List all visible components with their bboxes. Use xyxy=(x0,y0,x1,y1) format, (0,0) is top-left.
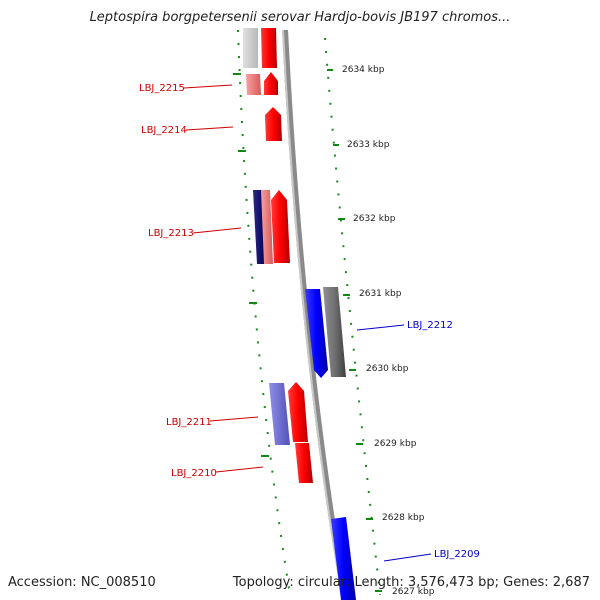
gene-feature-lbj2212-blue[interactable] xyxy=(305,289,328,378)
connector-lbj2215 xyxy=(183,84,233,89)
connector-lbj2211 xyxy=(209,416,259,422)
connector-lbj2214 xyxy=(185,126,234,131)
gene-feature-lbj2212-gray[interactable] xyxy=(323,287,346,377)
gene-label-lbj2213[interactable]: LBJ_2213 xyxy=(148,228,194,239)
gene-label-lbj2214[interactable]: LBJ_2214 xyxy=(141,125,187,136)
gene-feature-lbj2211-lavender[interactable] xyxy=(269,383,290,445)
gene-label-lbj2210[interactable]: LBJ_2210 xyxy=(171,468,217,479)
tick-mark xyxy=(233,73,241,75)
tick-mark xyxy=(261,455,269,457)
tick-labels: 2634 kbp 2633 kbp 2632 kbp 2631 kbp 2630… xyxy=(342,65,435,597)
gene-label-lbj2209[interactable]: LBJ_2209 xyxy=(434,549,480,560)
gene-feature-lbj2214[interactable] xyxy=(265,107,282,141)
tick-label: 2629 kbp xyxy=(374,439,417,449)
tick-marks xyxy=(233,69,382,592)
tick-label: 2633 kbp xyxy=(347,140,390,150)
accession-text: Accession: NC_008510 xyxy=(8,575,156,590)
tick-label: 2631 kbp xyxy=(359,289,402,299)
tick-mark xyxy=(238,150,246,152)
gene-feature-top-red[interactable] xyxy=(261,28,277,68)
tick-label: 2627 kbp xyxy=(392,587,435,597)
gene-feature-lbj2211-red[interactable] xyxy=(288,382,308,442)
connector-lbj2209 xyxy=(383,553,432,562)
inner-dotted-ring xyxy=(237,29,291,596)
backbone-highlight xyxy=(282,29,344,600)
tick-mark xyxy=(356,443,363,445)
genome-stats-text: Topology: circular; Length: 3,576,473 bp… xyxy=(232,575,590,590)
gene-feature-lbj2215-a[interactable] xyxy=(246,74,261,95)
tick-label: 2632 kbp xyxy=(353,214,396,224)
gene-feature-lbj2209[interactable] xyxy=(331,517,356,600)
gene-feature-lbj2215-b[interactable] xyxy=(264,72,278,95)
connector-lbj2213 xyxy=(192,227,242,234)
tick-mark xyxy=(375,590,382,592)
gene-labels: LBJ_2215 LBJ_2214 LBJ_2213 LBJ_2212 LBJ_… xyxy=(139,83,480,560)
tick-mark xyxy=(343,294,350,296)
gene-feature-top-gray[interactable] xyxy=(243,28,258,68)
tick-mark xyxy=(338,218,345,220)
gene-features xyxy=(243,28,356,600)
tick-mark xyxy=(366,518,373,520)
gene-feature-lbj2210[interactable] xyxy=(295,443,313,483)
tick-mark xyxy=(249,302,257,304)
tick-label: 2634 kbp xyxy=(342,65,385,75)
tick-mark xyxy=(327,69,333,71)
connector-lbj2212 xyxy=(356,324,405,331)
tick-label: 2628 kbp xyxy=(382,513,425,523)
map-title: Leptospira borgpetersenii serovar Hardjo… xyxy=(89,10,511,25)
tick-mark xyxy=(349,369,356,371)
gene-label-lbj2215[interactable]: LBJ_2215 xyxy=(139,83,185,94)
connector-lbj2210 xyxy=(215,466,264,473)
gene-label-lbj2211[interactable]: LBJ_2211 xyxy=(166,417,212,428)
tick-label: 2630 kbp xyxy=(366,364,409,374)
tick-mark xyxy=(333,144,339,146)
label-connectors xyxy=(183,84,432,562)
gene-feature-lbj2213-pink[interactable] xyxy=(261,190,273,264)
gene-feature-lbj2213-red[interactable] xyxy=(271,190,290,263)
gene-label-lbj2212[interactable]: LBJ_2212 xyxy=(407,320,453,331)
